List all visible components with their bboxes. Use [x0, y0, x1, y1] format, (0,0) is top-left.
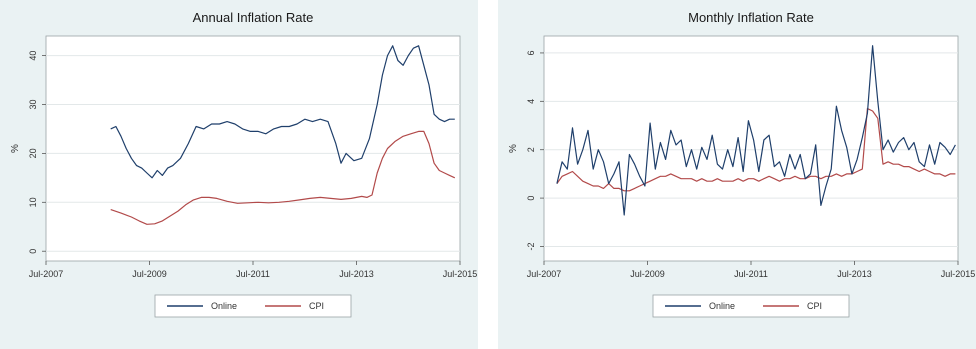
y-tick-label: 2 — [526, 147, 536, 152]
chart-title: Monthly Inflation Rate — [688, 10, 814, 25]
legend — [652, 294, 850, 318]
legend-label-cpi: CPI — [309, 301, 324, 311]
series-line-online — [556, 45, 956, 216]
y-tick-label: 0 — [28, 249, 38, 254]
monthly-inflation-chart: Monthly Inflation Rate -2 0 2 4 6% Jul-2007 Jul… — [498, 0, 976, 349]
x-tick-label: Jul-2013 — [837, 269, 872, 279]
x-tick-label: Jul-2015 — [443, 269, 478, 279]
y-tick-label: 6 — [526, 50, 536, 55]
y-tick-label: 20 — [28, 148, 38, 158]
x-tick-label: Jul-2015 — [941, 269, 976, 279]
y-axis-label: % — [10, 144, 21, 153]
x-tick-label: Jul-2007 — [527, 269, 562, 279]
y-tick-label: 0 — [526, 196, 536, 201]
y-tick-label: 10 — [28, 197, 38, 207]
y-tick-label: 40 — [28, 51, 38, 61]
y-tick-label: 30 — [28, 99, 38, 109]
series-line-cpi — [556, 108, 956, 192]
legend-label-online: Online — [211, 301, 237, 311]
x-tick-label: Jul-2013 — [339, 269, 374, 279]
series-line-online — [110, 45, 455, 179]
annual-inflation-svg: Annual Inflation Rate 0 10 20 30 40% Jul-2007 J… — [10, 10, 478, 318]
x-tick-label: Jul-2009 — [630, 269, 665, 279]
legend-label-online: Online — [709, 301, 735, 311]
chart-title: Annual Inflation Rate — [193, 10, 314, 25]
y-axis-label: % — [508, 144, 519, 153]
annual-inflation-chart: Annual Inflation Rate 0 10 20 30 40% Jul-2007 J… — [0, 0, 478, 349]
y-tick-label: 4 — [526, 99, 536, 104]
x-tick-label: Jul-2009 — [132, 269, 167, 279]
legend-label-cpi: CPI — [807, 301, 822, 311]
y-tick-label: -2 — [526, 242, 536, 250]
plot-area — [543, 35, 959, 262]
x-tick-label: Jul-2011 — [236, 269, 270, 279]
legend — [154, 294, 352, 318]
plot-area — [45, 35, 461, 262]
x-tick-label: Jul-2007 — [29, 269, 64, 279]
x-tick-label: Jul-2011 — [734, 269, 768, 279]
series-line-cpi — [110, 130, 456, 225]
monthly-inflation-svg: Monthly Inflation Rate -2 0 2 4 6% Jul-2007 Jul… — [508, 10, 976, 318]
